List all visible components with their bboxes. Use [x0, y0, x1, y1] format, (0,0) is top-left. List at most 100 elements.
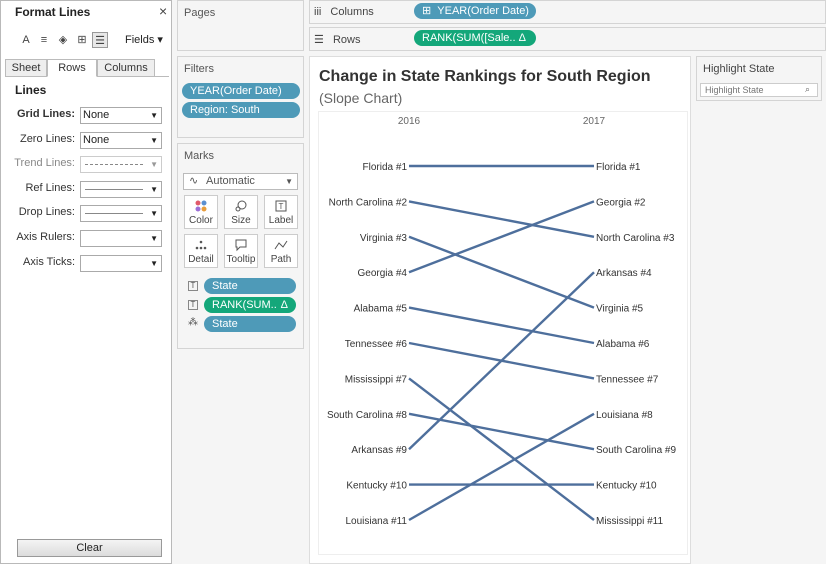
tooltip-icon	[225, 238, 257, 254]
rows-icon: ☰	[314, 34, 324, 46]
clear-button[interactable]: Clear	[17, 539, 162, 557]
lines-icon[interactable]: ☰	[92, 32, 108, 48]
data-label-2016: Georgia #4	[358, 268, 408, 279]
data-label-2016: Alabama #5	[354, 304, 408, 315]
color-button[interactable]: Color	[184, 195, 218, 229]
data-label-2017: Tennessee #7	[596, 374, 659, 385]
marks-pill-state-label[interactable]: State	[204, 278, 296, 294]
highlight-title: Highlight State	[703, 63, 775, 75]
rows-label: Rows	[332, 34, 361, 46]
borders-icon[interactable]: ⊞	[77, 34, 87, 46]
chevron-down-icon: ▼	[150, 111, 158, 120]
filter-pill-year[interactable]: YEAR(Order Date)	[182, 83, 300, 99]
rows-shelf-label: ☰ Rows	[314, 33, 360, 46]
tooltip-button[interactable]: Tooltip	[224, 234, 258, 268]
format-row-dropdown[interactable]: ▼	[80, 255, 162, 272]
label-field-icon: T	[188, 300, 198, 310]
size-label: Size	[231, 215, 251, 226]
format-row-dropdown[interactable]: ▼	[80, 205, 162, 222]
data-label-2016: Virginia #3	[360, 233, 408, 244]
text-icon: T	[265, 199, 297, 215]
series-line-arkansas	[408, 271, 595, 451]
highlight-search-input[interactable]	[700, 83, 818, 97]
search-icon[interactable]: ⌕	[805, 84, 811, 94]
columns-pill-year[interactable]: ⊞ YEAR(Order Date)	[414, 3, 536, 19]
close-icon[interactable]: ×	[159, 3, 168, 19]
format-row-dropdown[interactable]: None ▼	[80, 107, 162, 124]
line-style-sample	[85, 189, 143, 190]
delta-icon: Δ	[280, 299, 288, 311]
data-label-2017: Virginia #5	[596, 304, 644, 315]
pages-card[interactable]: Pages	[177, 0, 304, 51]
data-label-2017: Georgia #2	[596, 197, 646, 208]
color-label: Color	[189, 215, 213, 226]
rows-pill-label: RANK(SUM([Sale..	[422, 32, 516, 44]
color-dots-icon	[185, 199, 217, 215]
format-row-dropdown[interactable]: ▼	[80, 181, 162, 198]
chevron-down-icon: ▼	[150, 136, 158, 145]
format-row-dropdown[interactable]: None ▼	[80, 132, 162, 149]
rank-pill-label: RANK(SUM..	[212, 299, 277, 311]
tab-columns[interactable]: Columns	[97, 59, 155, 77]
lines-section-header: Lines	[15, 83, 47, 97]
marks-card: Marks ∿ Automatic ▼ Color Size T Label D…	[177, 143, 304, 349]
shading-icon[interactable]: ◈	[58, 34, 68, 46]
fields-dropdown[interactable]: Fields ▾	[125, 34, 163, 46]
series-line-georgia	[408, 200, 595, 274]
detail-label: Detail	[188, 254, 214, 265]
alignment-icon[interactable]: ≡	[40, 34, 48, 46]
format-row-label: Ref Lines:	[25, 182, 75, 194]
label-field-icon: T	[188, 281, 198, 291]
chevron-down-icon: ▼	[150, 259, 158, 268]
mark-type-dropdown[interactable]: ∿ Automatic ▼	[183, 173, 298, 190]
detail-button[interactable]: Detail	[184, 234, 218, 268]
format-row-label: Axis Rulers:	[16, 231, 75, 243]
detail-field-icon: ⁂	[188, 317, 198, 328]
format-lines-pane: Format Lines × A ≡ ◈ ⊞ ☰ Fields ▾ Sheet …	[0, 0, 172, 564]
label-label: Label	[268, 215, 294, 226]
chevron-down-icon: ▼	[150, 209, 158, 218]
label-button[interactable]: T Label	[264, 195, 298, 229]
data-label-2017: North Carolina #3	[596, 233, 675, 244]
series-line-alabama	[408, 306, 595, 345]
series-line-mississippi	[408, 377, 595, 521]
columns-shelf[interactable]: iii Columns ⊞ YEAR(Order Date)	[309, 0, 826, 24]
columns-pill-label: YEAR(Order Date)	[437, 5, 529, 17]
data-label-2016: Florida #1	[363, 162, 408, 173]
filters-card[interactable]: Filters YEAR(Order Date) Region: South	[177, 56, 304, 138]
marks-pill-rank[interactable]: RANK(SUM.. Δ	[204, 297, 296, 313]
chevron-down-icon: ▼	[150, 185, 158, 194]
format-row-label: Axis Ticks:	[23, 256, 75, 268]
format-row-dropdown: ▼	[80, 156, 162, 173]
rows-shelf[interactable]: ☰ Rows RANK(SUM([Sale.. Δ	[309, 27, 826, 51]
rows-pill-rank[interactable]: RANK(SUM([Sale.. Δ	[414, 30, 536, 46]
data-label-2016: Kentucky #10	[346, 481, 407, 492]
chart-subtitle: (Slope Chart)	[319, 90, 403, 106]
data-label-2016: Arkansas #9	[351, 445, 407, 456]
line-style-sample	[85, 164, 143, 165]
slope-chart: 2016 2017 Florida #1 Florida #1 North Caroli…	[327, 116, 677, 527]
data-label-2017: Mississippi #11	[596, 516, 663, 527]
worksheet-view: Change in State Rankings for South Regio…	[309, 56, 691, 564]
path-label: Path	[270, 254, 292, 265]
marks-pill-state-detail[interactable]: State	[204, 316, 296, 332]
highlight-state-card: Highlight State ⌕	[696, 56, 822, 101]
tab-sheet[interactable]: Sheet	[5, 59, 47, 77]
plot-area: 2016 2017 Florida #1 Florida #1 North Caroli…	[318, 111, 688, 555]
dropdown-value: None	[83, 134, 110, 146]
x-tick-label: 2016	[398, 116, 421, 127]
font-icon[interactable]: A	[22, 34, 30, 46]
line-mark-icon: ∿	[189, 175, 199, 187]
detail-icon	[185, 238, 217, 254]
size-button[interactable]: Size	[224, 195, 258, 229]
format-row-label: Zero Lines:	[19, 133, 75, 145]
data-label-2016: Mississippi #7	[345, 374, 408, 385]
data-label-2017: Arkansas #4	[596, 268, 652, 279]
filter-pill-region[interactable]: Region: South	[182, 102, 300, 118]
chevron-down-icon: ▼	[150, 234, 158, 243]
format-row-dropdown[interactable]: ▼	[80, 230, 162, 247]
tab-rows[interactable]: Rows	[47, 59, 97, 77]
path-button[interactable]: Path	[264, 234, 298, 268]
mark-type-label: Automatic	[206, 175, 255, 187]
format-row-label: Drop Lines:	[18, 206, 75, 218]
